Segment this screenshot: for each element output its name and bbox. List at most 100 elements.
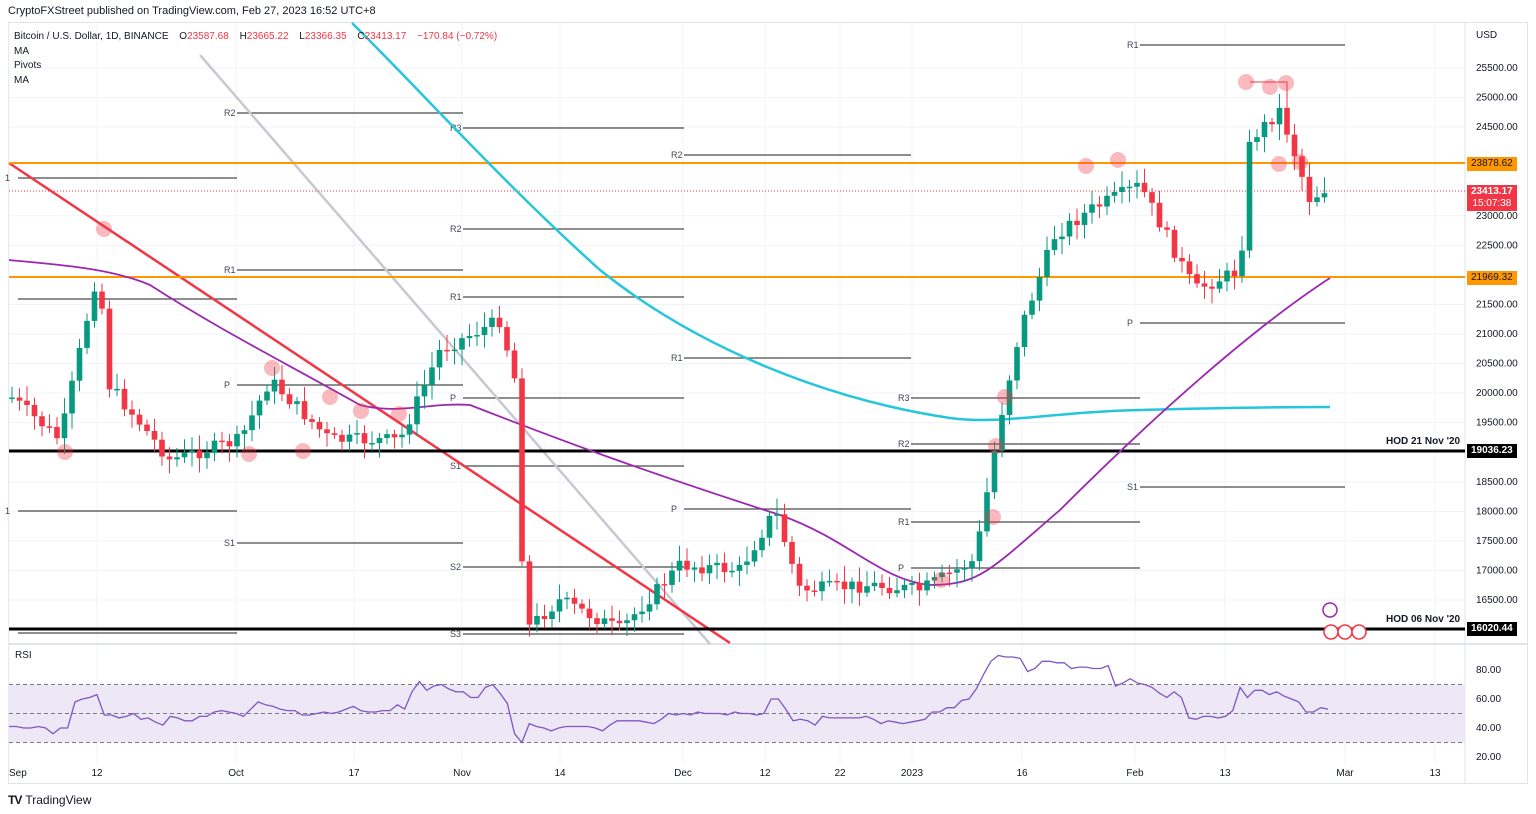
- candle-body: [1186, 261, 1193, 275]
- candle-body: [699, 567, 705, 574]
- symbol-name[interactable]: Bitcoin / U.S. Dollar, 1D, BINANCE: [14, 31, 169, 42]
- price-tick-label: 21500.00: [1476, 299, 1518, 310]
- indicator-ma-1[interactable]: MA: [14, 45, 29, 57]
- rsi-tick-label: 80.00: [1476, 665, 1501, 676]
- earnings-flash-icon[interactable]: [1322, 602, 1338, 618]
- candle-body: [406, 424, 413, 435]
- candle-body: [766, 515, 773, 538]
- candle-body: [39, 416, 45, 427]
- candle-body: [361, 433, 368, 444]
- hod-nov21-price-tag: 19036.23: [1467, 444, 1517, 458]
- candle-body: [961, 568, 968, 570]
- candle-body: [1051, 239, 1058, 250]
- candle-body: [121, 388, 128, 410]
- hod-nov21-label: HOD 21 Nov '20: [1386, 436, 1461, 447]
- candle-body: [706, 565, 713, 574]
- pattern-marker: [322, 389, 338, 405]
- close-value: 23413.17: [364, 31, 407, 42]
- candle-body: [331, 433, 338, 435]
- us-flag-event-icon[interactable]: [1351, 624, 1367, 640]
- tradingview-brand[interactable]: TV TradingView: [8, 793, 91, 807]
- candle-body: [219, 440, 225, 443]
- candle-body: [69, 380, 75, 414]
- candle-body: [999, 414, 1005, 451]
- pattern-marker: [985, 509, 1001, 525]
- time-axis-label: Feb: [1126, 768, 1144, 779]
- candle-body: [1149, 192, 1155, 203]
- pattern-marker: [96, 221, 112, 237]
- open-value: 23587.68: [187, 31, 229, 42]
- candle-body: [1269, 121, 1275, 125]
- time-axis-label: 12: [759, 768, 771, 779]
- candle-body: [616, 620, 623, 624]
- rsi-title: RSI: [15, 650, 32, 661]
- candle-body: [1201, 283, 1208, 287]
- candle-body: [1224, 270, 1230, 282]
- support-price-tag: 21969.32: [1467, 271, 1517, 285]
- candle-body: [1104, 195, 1110, 207]
- time-axis-label: Mar: [1336, 768, 1354, 779]
- candle-body: [301, 401, 308, 420]
- pattern-marker: [1078, 158, 1094, 174]
- candle-body: [849, 581, 855, 590]
- pattern-marker: [57, 444, 73, 460]
- us-flag-event-icon[interactable]: [1323, 624, 1339, 640]
- candle-body: [241, 430, 248, 434]
- candle-body: [1006, 380, 1013, 415]
- candle-body: [759, 537, 765, 551]
- ma-200-line[interactable]: [351, 22, 1331, 422]
- pivot-label: P: [898, 563, 904, 573]
- candle-body: [1246, 141, 1253, 251]
- price-tick-label: 21000.00: [1476, 329, 1518, 340]
- candle-body: [924, 580, 930, 591]
- candle-body: [414, 396, 420, 425]
- high-value: 23665.22: [246, 31, 289, 42]
- candle-body: [736, 564, 743, 571]
- rsi-tick-label: 60.00: [1476, 694, 1501, 705]
- us-flag-event-icon[interactable]: [1337, 624, 1353, 640]
- candle-body: [721, 562, 728, 573]
- candle-body: [646, 604, 653, 612]
- candle-body: [174, 457, 180, 460]
- time-axis-label: Dec: [674, 768, 692, 779]
- pivot-label: P: [671, 504, 677, 514]
- candle-body: [1074, 220, 1080, 225]
- candle-body: [421, 384, 428, 397]
- pivot-label: R1: [1127, 40, 1139, 50]
- pattern-marker: [1278, 75, 1294, 91]
- candle-body: [676, 560, 683, 571]
- candle-body: [639, 611, 645, 615]
- candle-body: [24, 400, 30, 405]
- candle-body: [504, 327, 510, 351]
- candle-body: [249, 415, 255, 431]
- pivot-label: R1: [671, 353, 683, 363]
- ma-50-line[interactable]: [8, 259, 1331, 586]
- candle-body: [211, 440, 218, 453]
- candle-body: [916, 582, 923, 591]
- pattern-marker: [1292, 154, 1308, 170]
- candle-body: [669, 570, 675, 585]
- candle-body: [166, 456, 173, 460]
- candle-body: [526, 561, 533, 625]
- candle-body: [1089, 204, 1095, 213]
- candle-body: [9, 397, 15, 400]
- rsi-line[interactable]: [9, 654, 1329, 744]
- candle-body: [1059, 236, 1065, 240]
- candle-body: [954, 569, 960, 573]
- candle-body: [159, 439, 165, 457]
- indicator-ma-2[interactable]: MA: [14, 74, 29, 86]
- currency-label: USD: [1476, 30, 1498, 41]
- pivot-label: S1: [450, 461, 461, 471]
- candle-body: [931, 577, 938, 581]
- rsi-tick-label: 40.00: [1476, 723, 1501, 734]
- price-tick-label: 20000.00: [1476, 388, 1518, 399]
- red-trendline[interactable]: [8, 161, 731, 645]
- price-tick-label: 17000.00: [1476, 565, 1518, 576]
- indicator-pivots[interactable]: Pivots: [14, 60, 42, 71]
- candle-body: [294, 401, 300, 405]
- candle-body: [1216, 281, 1223, 289]
- candle-body: [864, 586, 870, 593]
- candle-body: [1126, 186, 1133, 189]
- candle-body: [579, 603, 585, 609]
